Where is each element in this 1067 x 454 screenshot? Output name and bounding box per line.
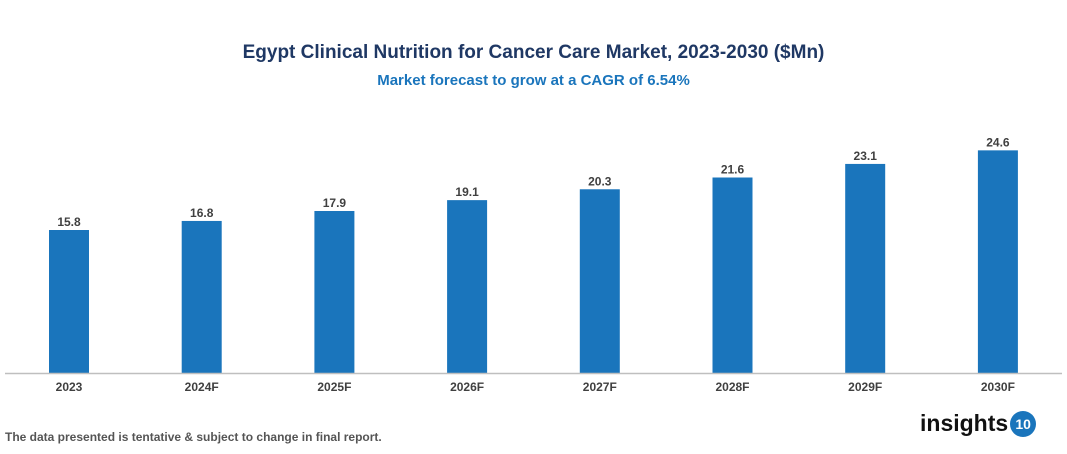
x-tick-label: 2026F <box>450 380 484 394</box>
data-label: 19.1 <box>455 185 479 199</box>
x-tick-label: 2023 <box>56 380 83 394</box>
x-tick-label: 2027F <box>583 380 617 394</box>
x-tick-label: 2029F <box>848 380 882 394</box>
bar <box>845 163 886 373</box>
insights10-logo: insights 10 <box>920 410 1037 437</box>
bar <box>49 230 89 373</box>
bar <box>579 189 620 373</box>
bar <box>181 220 222 373</box>
chart-title: Egypt Clinical Nutrition for Cancer Care… <box>242 42 825 63</box>
x-tick-label: 2030F <box>981 380 1015 394</box>
bar <box>447 200 488 373</box>
x-tick-label: 2024F <box>185 380 219 394</box>
disclaimer-note: The data presented is tentative & subjec… <box>5 430 382 444</box>
data-label: 16.8 <box>190 206 214 220</box>
bar <box>712 177 753 373</box>
logo-number: 10 <box>1010 410 1037 437</box>
data-label: 15.8 <box>57 215 81 229</box>
bar <box>977 150 1018 373</box>
data-label: 24.6 <box>986 135 1010 149</box>
chart-subtitle: Market forecast to grow at a CAGR of 6.5… <box>377 72 690 89</box>
x-tick-label: 2025F <box>317 380 351 394</box>
data-label: 21.6 <box>721 163 745 177</box>
data-label: 17.9 <box>323 196 347 210</box>
data-label: 20.3 <box>588 174 612 188</box>
x-tick-label: 2028F <box>715 380 749 394</box>
data-label: 23.1 <box>854 149 878 163</box>
bar <box>314 210 355 373</box>
logo-text: insights <box>920 410 1009 436</box>
